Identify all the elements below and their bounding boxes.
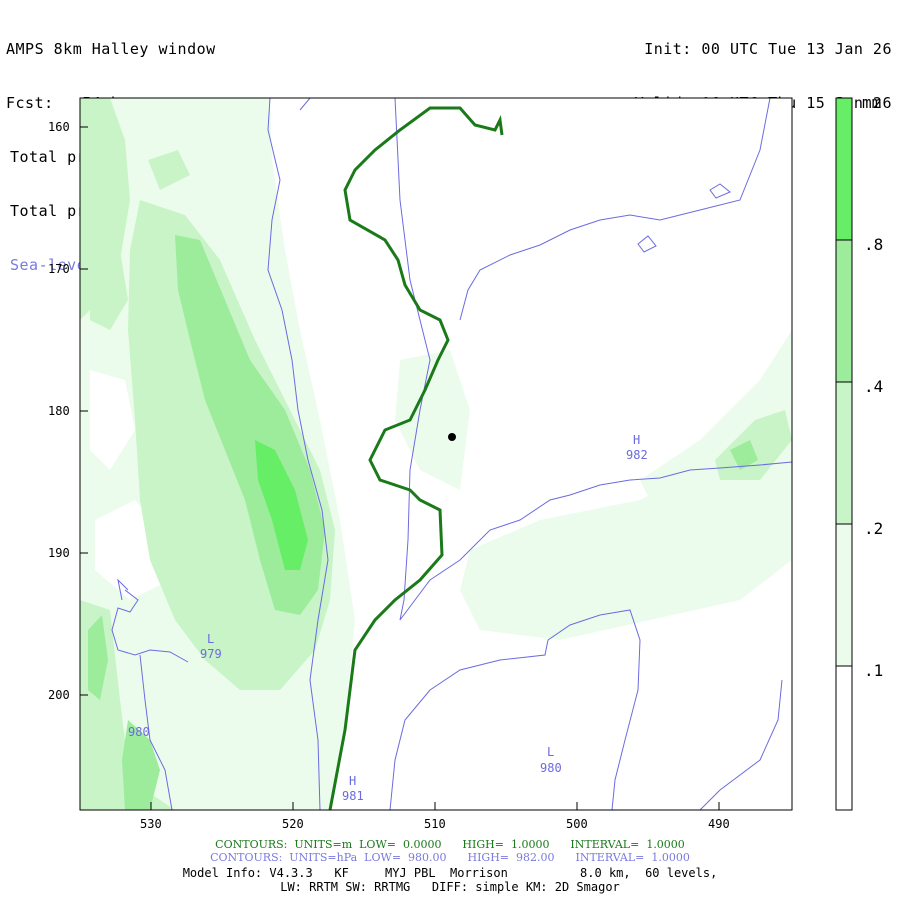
colorbar-label: .8 (864, 235, 883, 254)
x-tick-label: 490 (708, 817, 730, 831)
pressure-contour-value: 980 (128, 725, 150, 739)
colorbar-label: .1 (864, 661, 883, 680)
footer-model-info: Model Info: V4.3.3 KF MYJ PBL Morrison 8… (182, 866, 718, 880)
pressure-low-label: L (547, 745, 554, 759)
station-marker (448, 433, 456, 441)
footer-model-physics: LW: RRTM SW: RRTMG DIFF: simple KM: 2D S… (280, 880, 620, 894)
footer-contours-pressure: CONTOURS: UNITS=hPa LOW= 980.00 HIGH= 98… (210, 851, 690, 864)
x-axis (150, 802, 720, 810)
x-tick-label: 530 (140, 817, 162, 831)
y-tick-label: 200 (48, 688, 70, 702)
y-tick-label: 160 (48, 120, 70, 134)
x-tick-label: 520 (282, 817, 304, 831)
pressure-low-value: 980 (540, 761, 562, 775)
pressure-high-label: H (349, 774, 356, 788)
terrain-contour (328, 106, 504, 810)
colorbar-label: .2 (864, 519, 883, 538)
y-tick-label: 190 (48, 546, 70, 560)
pressure-low-label: L (207, 632, 214, 646)
colorbar (835, 97, 853, 811)
y-axis (80, 126, 88, 696)
pressure-high-label: H (633, 433, 640, 447)
plot-frame (79, 97, 793, 811)
map-plot-area: H 982 L 979 L 980 H 981 980 (80, 98, 792, 810)
pressure-low-value: 979 (200, 647, 222, 661)
pressure-contours (111, 98, 792, 810)
map-title: AMPS 8km Halley window (6, 40, 216, 58)
pressure-high-value: 982 (626, 448, 648, 462)
footer-contours-terrain: CONTOURS: UNITS=m LOW= 0.0000 HIGH= 1.00… (215, 838, 685, 851)
y-tick-label: 170 (48, 262, 70, 276)
precip-shading-level-4 (255, 440, 308, 570)
colorbar-label: .4 (864, 377, 883, 396)
pressure-high-value: 981 (342, 789, 364, 803)
x-tick-label: 510 (424, 817, 446, 831)
init-time: Init: 00 UTC Tue 13 Jan 26 (644, 40, 892, 58)
y-tick-label: 180 (48, 404, 70, 418)
colorbar-unit: mm (862, 93, 881, 112)
x-tick-label: 500 (566, 817, 588, 831)
